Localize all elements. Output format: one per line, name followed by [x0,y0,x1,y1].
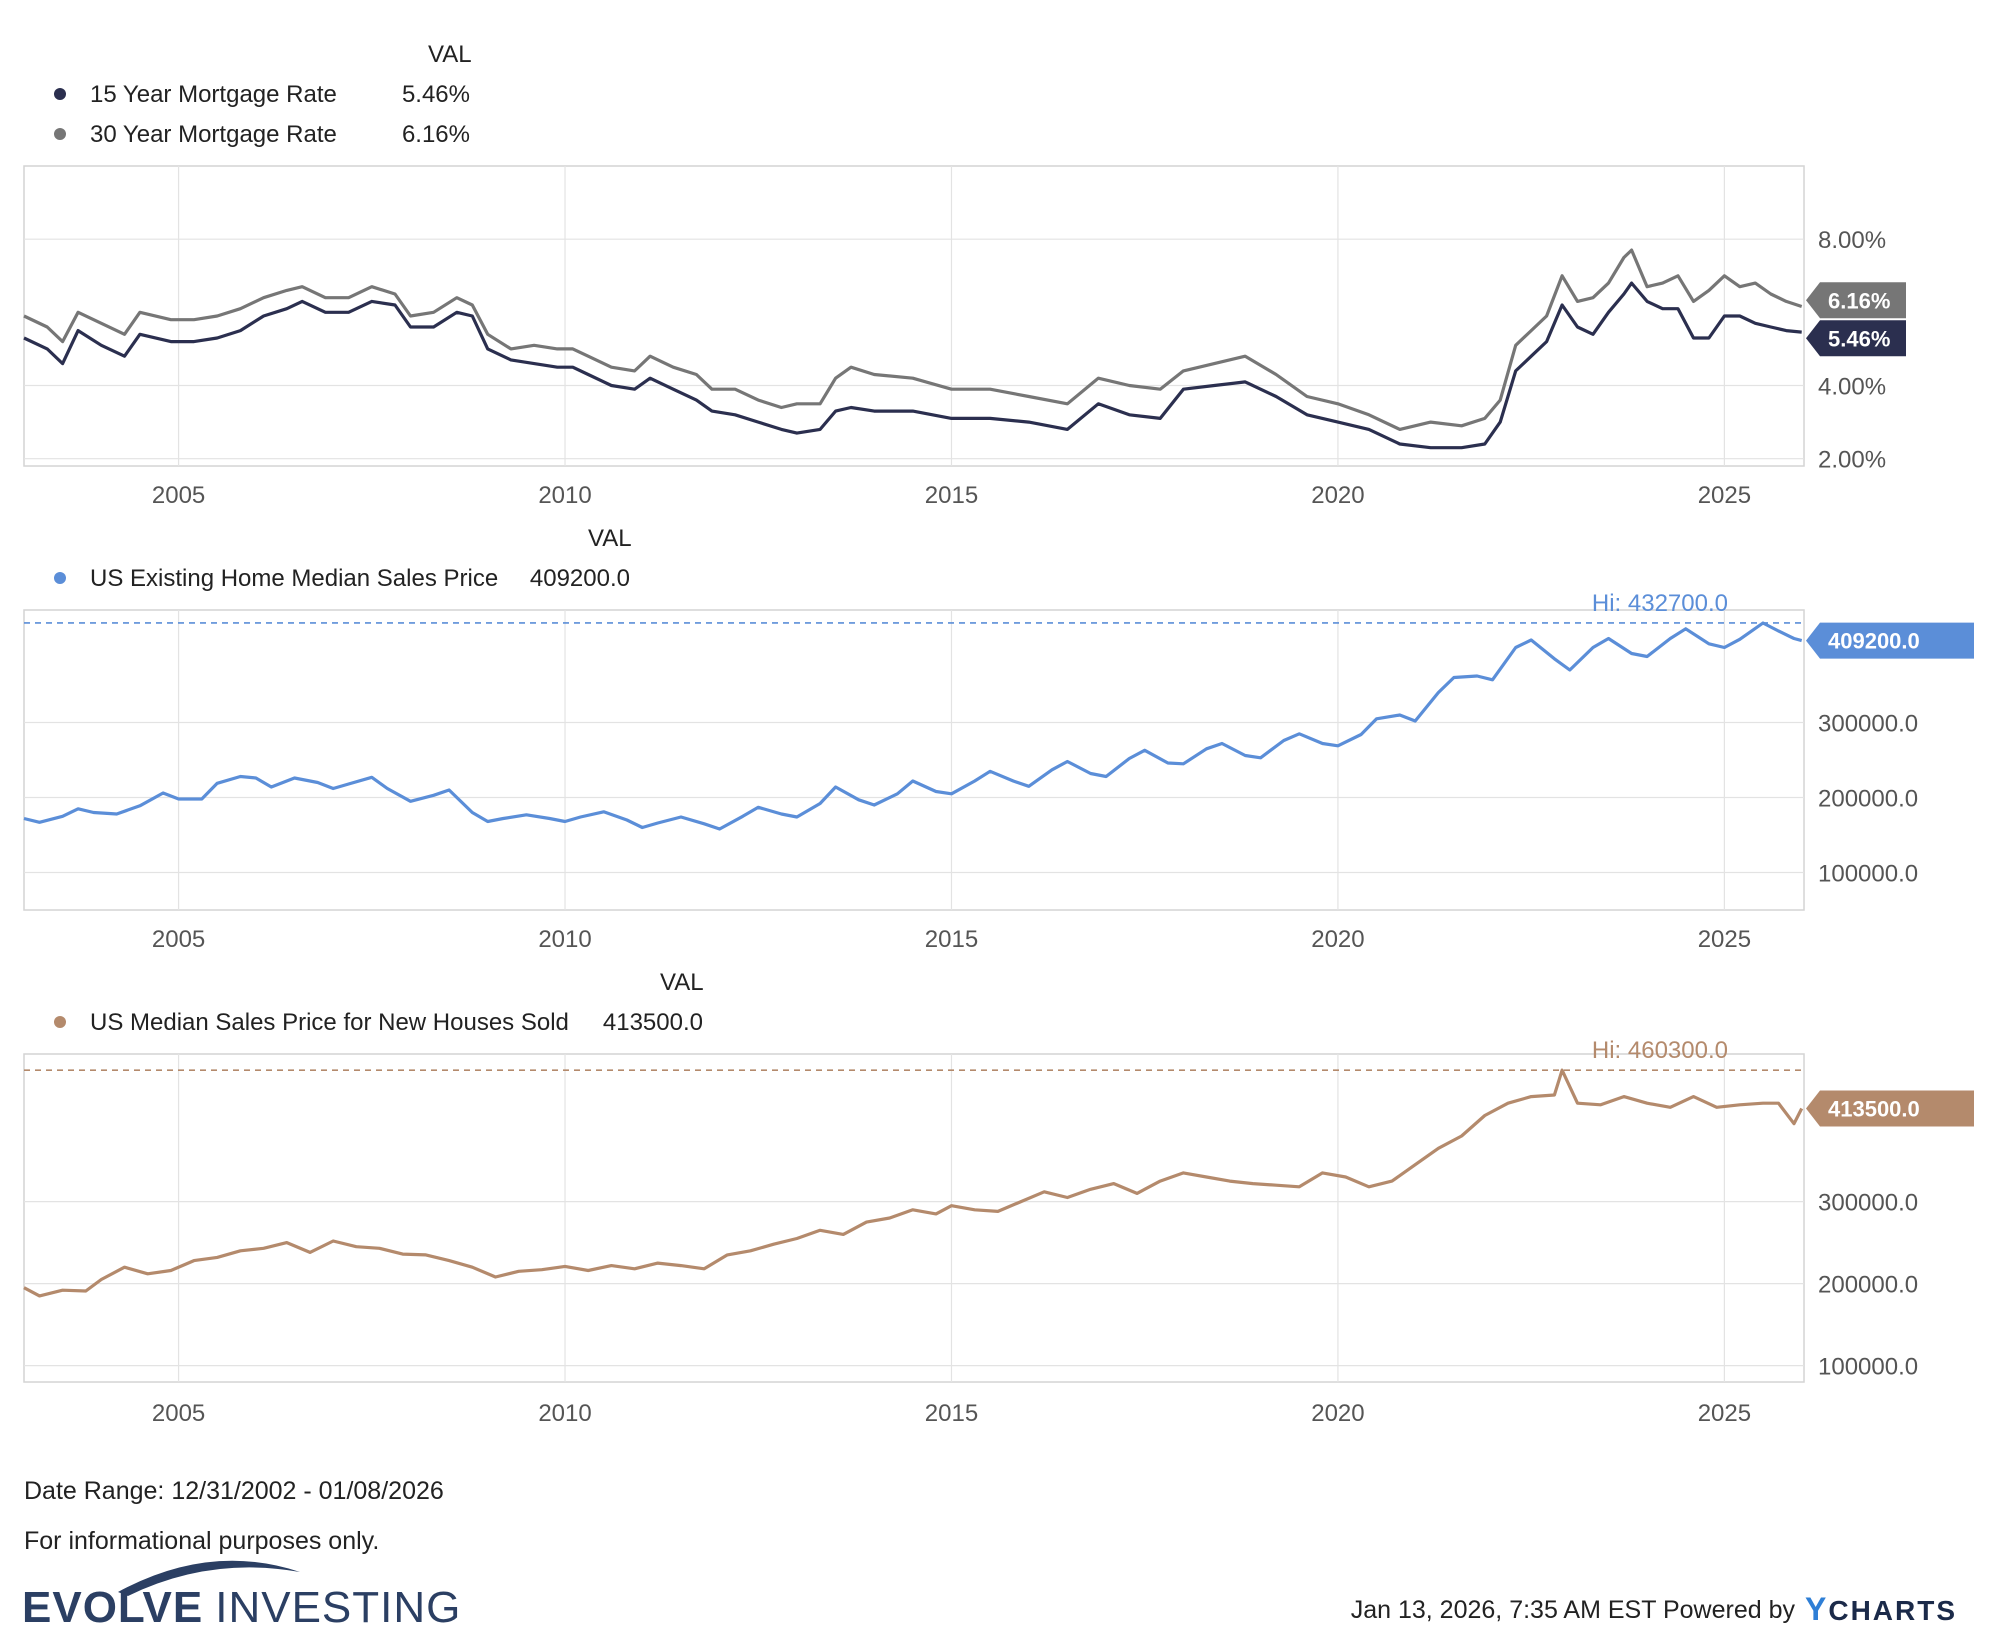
value-pill-0 [1806,320,1906,357]
x-tick-label: 2005 [152,1400,205,1427]
high-label: Hi: 432700.0 [1592,590,1728,617]
y-tick-label: 2.00% [1818,447,1886,474]
x-tick-label: 2020 [1311,482,1364,509]
date-range: Date Range: 12/31/2002 - 01/08/2026 [24,1477,444,1505]
x-tick-label: 2020 [1311,1400,1364,1427]
evolve-logo: EVOLVE INVESTING [22,1560,461,1632]
x-tick-label: 2005 [152,926,205,953]
plot-frame [23,1053,1805,1383]
legend-label-existing: US Existing Home Median Sales Price [90,565,498,592]
y-tick-label: 4.00% [1818,374,1886,401]
y-tick-label: 100000.0 [1818,1354,1918,1381]
ycharts-wordmark: YCHARTS [1805,1591,1957,1627]
legend-value-new-house: 413500.0 [603,1009,703,1036]
mortgage-legend: VAL 15 Year Mortgage Rate 5.46% 30 Year … [54,41,472,148]
x-tick-label: 2010 [538,1400,591,1427]
val-header: VAL [428,41,472,68]
ycharts-rest: CHARTS [1828,1595,1957,1626]
value-pill-label-0: 5.46% [1828,326,1890,351]
legend-value-30yr: 6.16% [402,121,470,148]
y-tick-label: 200000.0 [1818,1272,1918,1299]
value-pill-1 [1806,282,1906,319]
y-tick-label: 100000.0 [1818,861,1918,888]
value-pill-label-0: 413500.0 [1828,1097,1920,1122]
existing-home-legend: VAL US Existing Home Median Sales Price … [54,525,632,592]
mortgage-rate-chart: 2005 2010 2015 2020 2025 2.00% 4.00% 8.00% 5.46%… [23,165,1906,509]
ycharts-logo: YCHARTS [1805,1591,1957,1627]
high-label: Hi: 460300.0 [1592,1037,1728,1064]
val-header: VAL [588,525,632,552]
x-tick-label: 2010 [538,926,591,953]
logo-word-investing: INVESTING [215,1583,461,1632]
x-tick-label: 2020 [1311,926,1364,953]
existing-home-price-chart: 2005 2010 2015 2020 2025 100000.0 200000.0 3000… [23,590,1974,953]
plot-frame [23,609,1805,911]
series-line-0 [23,281,1802,450]
legend-dot-15yr [54,88,66,100]
x-tick-label: 2025 [1698,1400,1751,1427]
x-tick-label: 2005 [152,482,205,509]
val-header: VAL [660,969,704,996]
x-tick-label: 2025 [1698,926,1751,953]
value-pill-label-1: 6.16% [1828,288,1890,313]
plot-frame [23,165,1805,467]
x-tick-label: 2015 [925,482,978,509]
ycharts-y: Y [1805,1591,1828,1627]
series-line-0 [23,1068,1804,1298]
series-line-0 [23,621,1803,831]
x-tick-label: 2025 [1698,482,1751,509]
legend-dot-new-house [54,1016,66,1028]
legend-dot-existing [54,572,66,584]
legend-value-existing: 409200.0 [530,565,630,592]
logo-text: EVOLVE INVESTING [22,1583,461,1632]
y-tick-label: 200000.0 [1818,786,1918,813]
value-pill-0 [1806,1090,1974,1127]
timestamp: Jan 13, 2026, 7:35 AM EST Powered by [1351,1596,1796,1624]
value-pill-label-0: 409200.0 [1828,629,1920,654]
legend-dot-30yr [54,128,66,140]
value-pill-0 [1806,622,1974,659]
new-house-legend: VAL US Median Sales Price for New Houses… [54,969,704,1036]
logo-word-evolve: EVOLVE [22,1583,203,1632]
y-tick-label: 300000.0 [1818,1190,1918,1217]
x-tick-label: 2015 [925,1400,978,1427]
y-tick-label: 8.00% [1818,227,1886,254]
legend-label-30yr: 30 Year Mortgage Rate [90,121,337,148]
legend-label-15yr: 15 Year Mortgage Rate [90,81,337,108]
legend-value-15yr: 5.46% [402,81,470,108]
new-house-price-chart: 2005 2010 2015 2020 2025 100000.0 200000.0 3000… [23,1037,1974,1427]
series-line-1 [23,248,1803,431]
x-tick-label: 2010 [538,482,591,509]
x-tick-label: 2015 [925,926,978,953]
disclaimer: For informational purposes only. [24,1527,379,1555]
logo-swoosh-icon [118,1560,300,1596]
legend-label-new-house: US Median Sales Price for New Houses Sol… [90,1009,569,1036]
y-tick-label: 300000.0 [1818,711,1918,738]
